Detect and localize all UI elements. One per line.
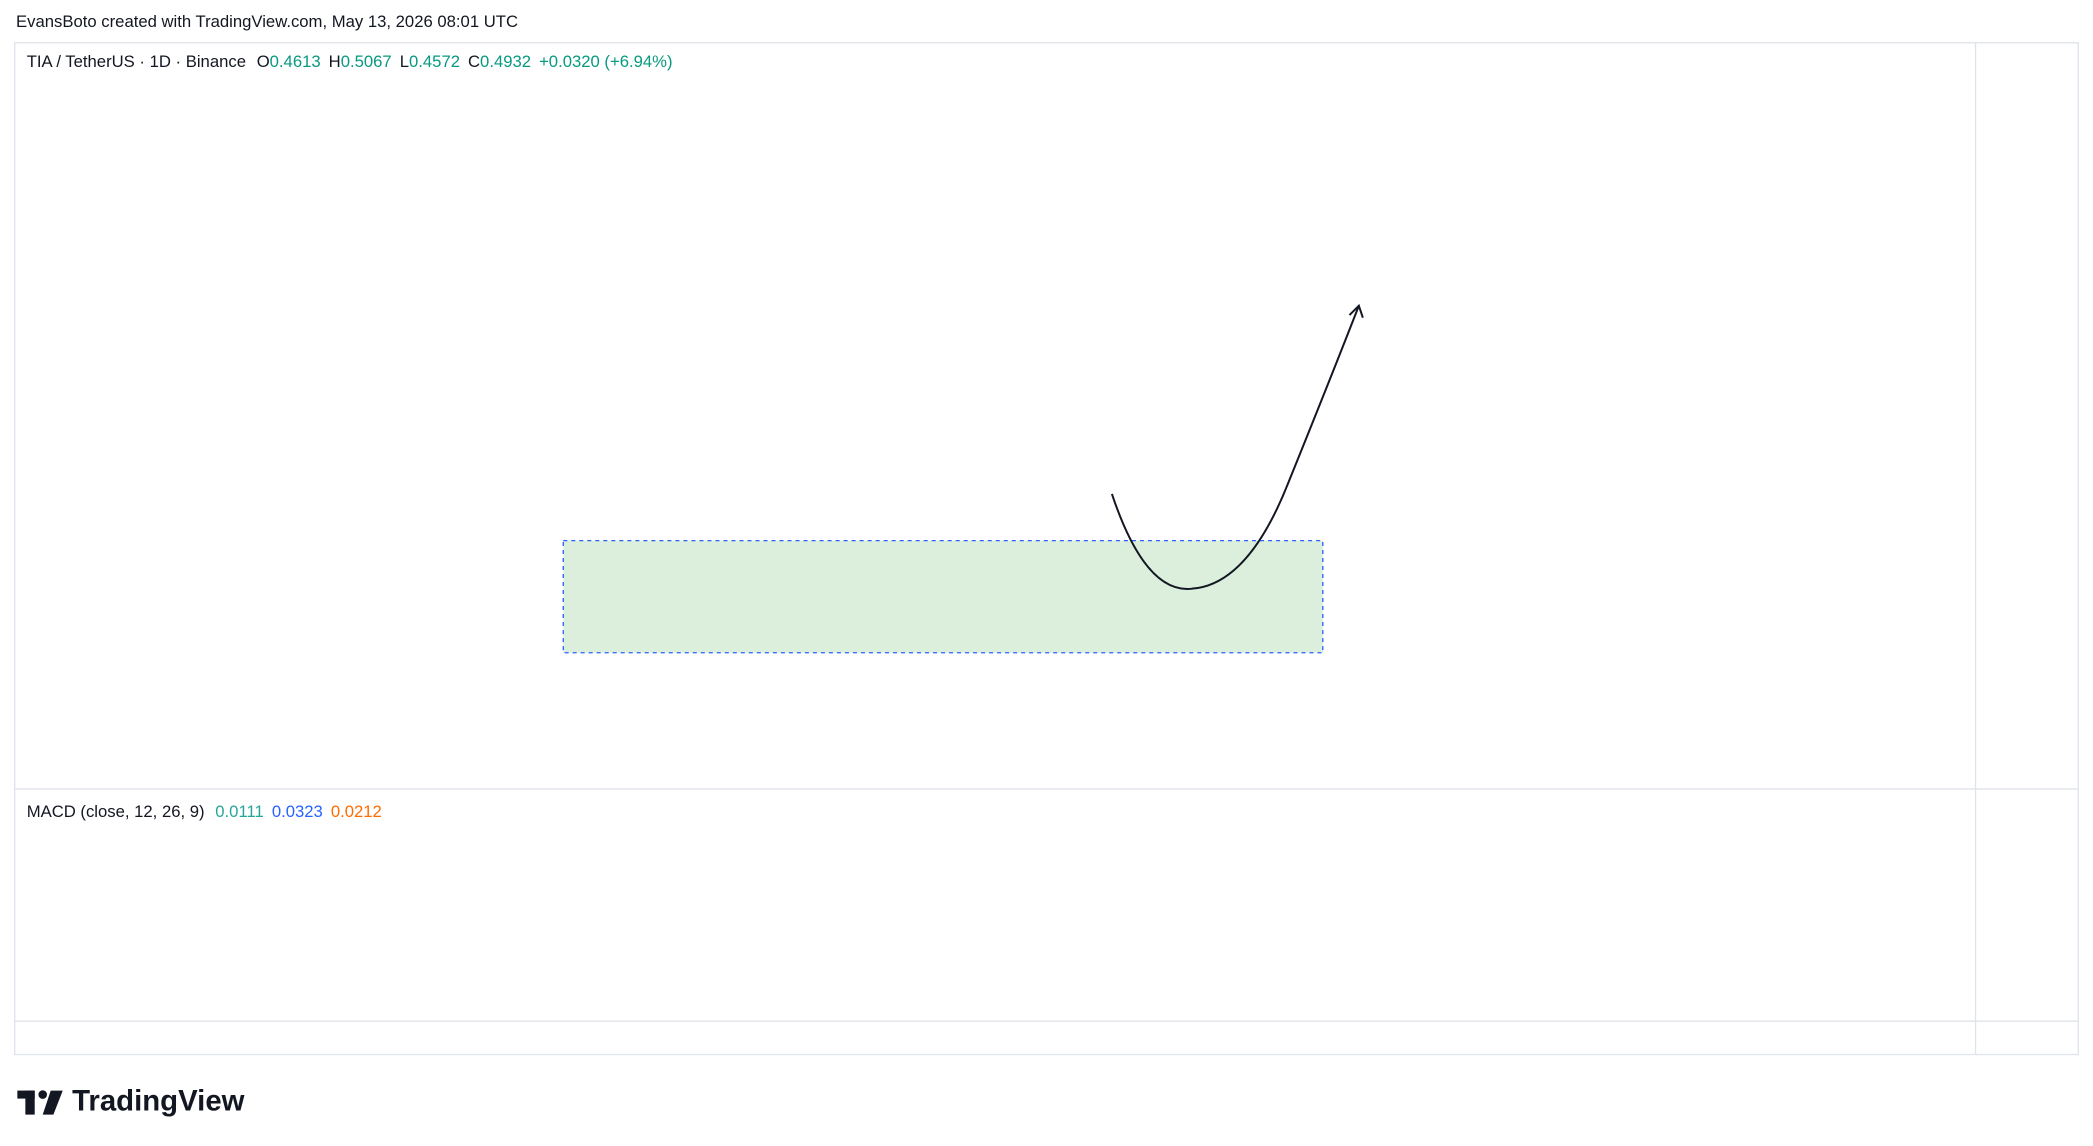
macd-hist-value: 0.0111: [215, 802, 264, 821]
ohlc-label: L: [400, 52, 409, 71]
ohlc-value: 0.5067: [341, 52, 392, 71]
ohlc-value: 0.4613: [270, 52, 321, 71]
ohlc-value: 0.4572: [409, 52, 460, 71]
range-box: [562, 539, 1324, 654]
macd-legend: MACD (close, 12, 26, 9) 0.0111 0.0323 0.021…: [27, 802, 382, 821]
attribution: EvansBoto created with TradingView.com, …: [16, 12, 518, 31]
symbol: TIA / TetherUS · 1D · Binance: [27, 52, 246, 71]
ohlc-label: H: [329, 52, 341, 71]
ohlc-label: O: [257, 52, 270, 71]
macd-title: MACD (close, 12, 26, 9): [27, 802, 205, 821]
projection-curve: [1110, 305, 1360, 590]
macd-line-value: 0.0323: [272, 802, 323, 821]
logo-shape: [42, 1090, 63, 1115]
chart-frame: [14, 42, 2079, 1056]
change: +0.0320 (+6.94%): [539, 52, 672, 71]
legend: TIA / TetherUS · 1D · Binance O0.4613 H0.5…: [27, 52, 673, 71]
logo-shape: [25, 1090, 35, 1115]
ohlc-value: 0.4932: [480, 52, 531, 71]
brand-name: TradingView: [72, 1084, 245, 1117]
macd-signal-value: 0.0212: [331, 802, 382, 821]
brand-logo: TradingView: [17, 1084, 245, 1117]
logo-shape: [38, 1090, 47, 1099]
ohlc-label: C: [468, 52, 480, 71]
projection-arrowhead: [1348, 303, 1364, 319]
